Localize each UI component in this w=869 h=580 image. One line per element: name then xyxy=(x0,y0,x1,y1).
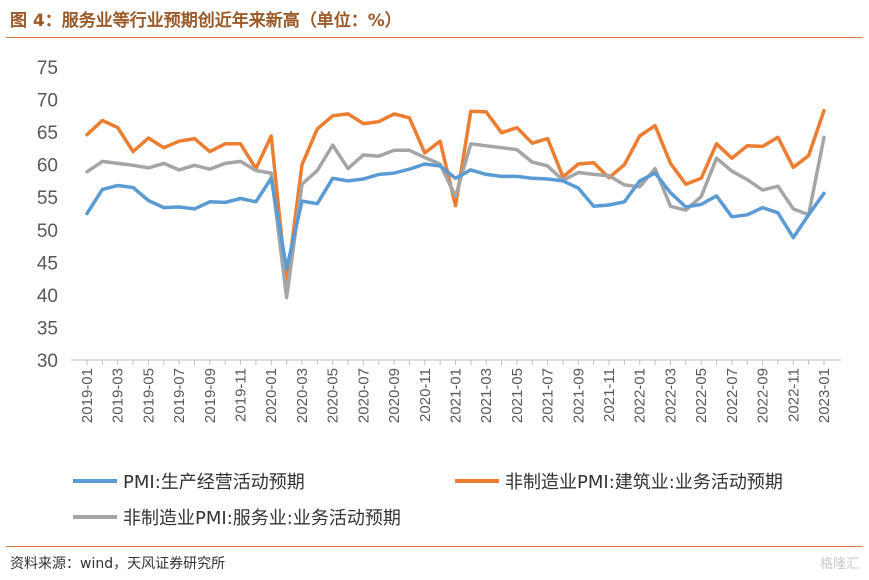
y-axis: 30 35 40 45 50 55 60 65 70 75 xyxy=(37,58,58,372)
x-tick-label: 2020-03 xyxy=(294,368,311,423)
chart-title: 图 4：服务业等行业预期创近年来新高（单位：%） xyxy=(10,11,402,31)
legend: PMI:生产经营活动预期 非制造业PMI:建筑业:业务活动预期非制造业PMI:服务… xyxy=(73,472,783,529)
y-tick-label: 45 xyxy=(37,253,58,274)
legend-label-2: 非制造业PMI:建筑业:业务活动预期 xyxy=(505,472,783,493)
x-tick-label: 2020-05 xyxy=(325,368,342,423)
y-tick-label: 60 xyxy=(37,156,58,177)
source-note: 资料来源：wind，天风证券研究所 xyxy=(10,556,226,572)
series-line-3 xyxy=(85,135,826,300)
x-tick-label: 2019-09 xyxy=(202,368,219,423)
x-tick-label: 2020-11 xyxy=(417,368,434,422)
x-tick-label: 2022-09 xyxy=(755,368,772,423)
plot-area xyxy=(85,108,826,300)
x-tick-label: 2020-07 xyxy=(355,368,372,423)
legend-label-3: 非制造业PMI:服务业:业务活动预期 xyxy=(123,508,401,529)
y-tick-label: 75 xyxy=(37,58,58,79)
x-tick-label: 2019-03 xyxy=(110,368,127,423)
x-tick-label: 2022-01 xyxy=(632,368,649,423)
x-tick-label: 2019-01 xyxy=(79,368,96,423)
x-tick-label: 2021-11 xyxy=(601,368,618,422)
bottom-divider xyxy=(6,546,863,547)
y-tick-label: 70 xyxy=(37,91,58,112)
watermark-logo: 格隆汇 xyxy=(819,557,859,572)
x-tick-label: 2019-11 xyxy=(233,368,250,422)
y-tick-label: 55 xyxy=(37,188,58,209)
x-tick-label: 2021-01 xyxy=(447,368,464,423)
x-tick-label: 2020-09 xyxy=(386,368,403,423)
y-tick-label: 30 xyxy=(37,351,58,372)
y-tick-label: 50 xyxy=(37,221,58,242)
series-line-1 xyxy=(85,162,826,271)
x-tick-label: 2020-01 xyxy=(263,368,280,423)
x-tick-label: 2023-01 xyxy=(816,368,833,423)
x-tick-label: 2021-09 xyxy=(570,368,587,423)
y-tick-label: 40 xyxy=(37,286,58,307)
series-line-2 xyxy=(85,108,826,287)
x-tick-label: 2019-05 xyxy=(140,368,157,423)
top-divider xyxy=(6,37,863,38)
y-tick-label: 65 xyxy=(37,123,58,144)
x-tick-label: 2022-11 xyxy=(785,368,802,422)
x-tick-label: 2022-07 xyxy=(724,368,741,423)
x-tick-label: 2021-03 xyxy=(478,368,495,423)
y-tick-label: 35 xyxy=(37,318,58,339)
x-tick-label: 2021-07 xyxy=(540,368,557,423)
x-axis: 2019-01 2019-03 2019-05 2019-07 2019-09 2019-… xyxy=(71,359,841,423)
x-tick-label: 2022-03 xyxy=(662,368,679,423)
x-tick-label: 2021-05 xyxy=(509,368,526,423)
x-tick-label: 2019-07 xyxy=(171,368,188,423)
x-tick-label: 2022-05 xyxy=(693,368,710,423)
legend-label-1: PMI:生产经营活动预期 xyxy=(123,472,305,493)
